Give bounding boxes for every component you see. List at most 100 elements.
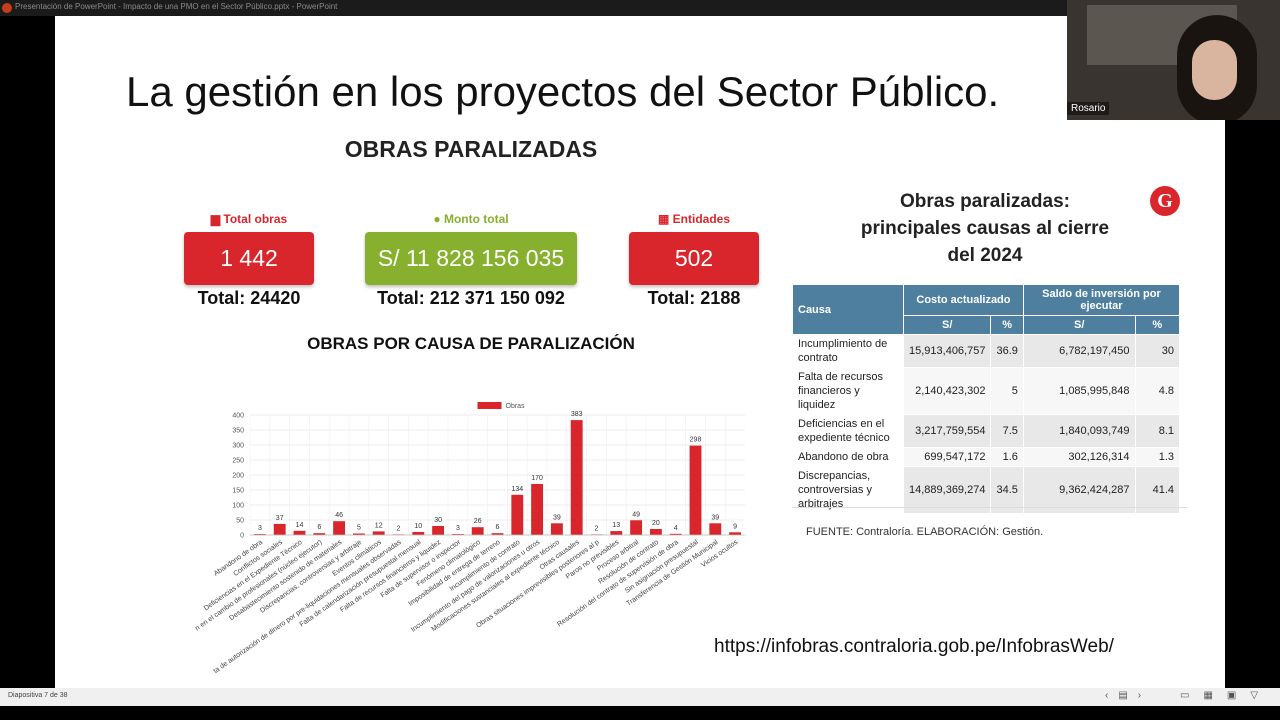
value-label: 37 xyxy=(276,515,284,522)
table-row: Falta de recursos financieros y liquidez… xyxy=(792,367,1180,415)
status-bar: Diapositiva 7 de 38 ‹▤› ▭▦▣▽ xyxy=(0,688,1280,706)
video-feed: Rosario xyxy=(1067,0,1280,120)
value-label: 5 xyxy=(357,525,361,532)
table-subheader: % xyxy=(990,315,1024,335)
table-title: Obras paralizadas: principales causas al… xyxy=(860,191,1110,266)
value-label: 170 xyxy=(531,475,543,482)
kpi-value: 1 442 xyxy=(184,232,314,285)
y-tick-label: 100 xyxy=(232,503,244,510)
value-label: 13 xyxy=(612,522,620,529)
y-tick-label: 400 xyxy=(232,413,244,420)
table: Causa Costo actualizado Saldo de inversi… xyxy=(792,284,1181,514)
title-bar: Presentación de PowerPoint - Impacto de … xyxy=(0,0,1067,16)
table-header: Saldo de inversión por ejecutar xyxy=(1022,284,1181,316)
slide-title: La gestión en los proyectos del Sector P… xyxy=(126,68,1000,115)
bar xyxy=(273,523,286,535)
legend-swatch xyxy=(477,402,502,409)
table-header: Causa xyxy=(792,284,904,335)
kpi-label-text: Entidades xyxy=(672,212,731,226)
bar xyxy=(669,533,682,535)
value-label: 39 xyxy=(553,514,561,521)
value-label: 46 xyxy=(335,512,343,519)
table-row: Deficiencias en el expediente técnico 3,2… xyxy=(792,414,1180,448)
url[interactable]: https://infobras.contraloria.gob.pe/Info… xyxy=(714,636,1114,657)
table-cell: 699,547,172 xyxy=(902,447,992,467)
value-label: 39 xyxy=(711,514,719,521)
bar xyxy=(729,532,742,535)
value-label: 298 xyxy=(690,437,702,444)
value-label: 9 xyxy=(733,523,737,530)
bar xyxy=(372,531,385,535)
table-cell: 36.9 xyxy=(990,334,1024,368)
kpi-total: Total: 2188 xyxy=(647,288,741,308)
table-container: Causa Costo actualizado Saldo de inversi… xyxy=(792,284,1181,514)
bar xyxy=(412,532,425,535)
bar xyxy=(333,521,346,535)
value-label: 3 xyxy=(456,525,460,532)
kpi-label-text: Monto total xyxy=(443,212,509,226)
view-icons[interactable]: ▭▦▣▽ xyxy=(1180,690,1273,701)
table-cell: 1.6 xyxy=(990,447,1024,467)
bar xyxy=(649,529,662,535)
face xyxy=(1192,40,1237,100)
table-cell: 41.4 xyxy=(1134,466,1180,514)
chart-heading: OBRAS POR CAUSA DE PARALIZACIÓN xyxy=(307,334,635,353)
kpi-label: ● Monto total xyxy=(433,212,509,226)
bar xyxy=(570,420,583,535)
y-tick-label: 250 xyxy=(232,458,244,465)
participant-name: Rosario xyxy=(1067,102,1110,115)
kpi-total: Total: 212 371 150 092 xyxy=(377,288,565,308)
table-cell: 5 xyxy=(990,367,1024,415)
table-cell: Discrepancias, controversias y arbitraje… xyxy=(792,466,904,514)
table-cell: 1.3 xyxy=(1134,447,1180,467)
bar xyxy=(471,527,484,535)
value-label: 2 xyxy=(595,525,599,532)
table-row: Incumplimiento de contrato 15,913,406,757… xyxy=(792,334,1180,368)
value-label: 2 xyxy=(397,525,401,532)
table-cell: 1,085,995,848 xyxy=(1022,367,1136,415)
table-cell: 1,840,093,749 xyxy=(1022,414,1136,448)
value-label: 3 xyxy=(258,525,262,532)
bar xyxy=(709,523,722,535)
bar xyxy=(689,445,702,535)
value-label: 383 xyxy=(571,411,583,418)
legend-label: Obras xyxy=(506,403,526,410)
source: FUENTE: Contraloría. ELABORACIÓN: Gestió… xyxy=(806,526,1044,538)
table-subheader: S/ xyxy=(902,315,992,335)
table-cell: 14,889,369,274 xyxy=(902,466,992,514)
heading: OBRAS PARALIZADAS xyxy=(344,136,598,162)
value-label: 4 xyxy=(674,525,678,532)
y-tick-label: 350 xyxy=(232,428,244,435)
kpi-label: ▦ Entidades xyxy=(657,212,731,226)
value-label: 6 xyxy=(496,524,500,531)
value-label: 26 xyxy=(474,518,482,525)
bar xyxy=(531,484,544,535)
nav-icons[interactable]: ‹▤› xyxy=(1105,690,1152,701)
table-cell: 9,362,424,287 xyxy=(1022,466,1136,514)
table-cell: Incumplimiento de contrato xyxy=(792,334,904,368)
table-cell: 34.5 xyxy=(990,466,1024,514)
bar xyxy=(293,530,306,535)
y-tick-label: 200 xyxy=(232,473,244,480)
bar xyxy=(253,534,266,535)
app-icon xyxy=(2,3,12,13)
table-cell: Deficiencias en el expediente técnico xyxy=(792,414,904,448)
bar xyxy=(630,520,643,535)
slide: La gestión en los proyectos del Sector P… xyxy=(55,16,1225,688)
slide-counter: Diapositiva 7 de 38 xyxy=(8,692,68,699)
bar xyxy=(491,533,504,535)
kpi-total: Total: 24420 xyxy=(197,288,301,308)
table-cell: 30 xyxy=(1134,334,1180,368)
table-cell: 7.5 xyxy=(990,414,1024,448)
table-cell: 6,782,197,450 xyxy=(1022,334,1136,368)
value-label: 14 xyxy=(296,522,304,529)
table-subheader: % xyxy=(1134,315,1180,335)
kpi-label: ▆ Total obras xyxy=(210,212,288,226)
table-cell: Abandono de obra xyxy=(792,447,904,467)
table-cell: 8.1 xyxy=(1134,414,1180,448)
table-cell: 2,140,423,302 xyxy=(902,367,992,415)
logo: G xyxy=(1150,186,1180,216)
bar xyxy=(432,526,445,535)
value-label: 30 xyxy=(434,517,442,524)
